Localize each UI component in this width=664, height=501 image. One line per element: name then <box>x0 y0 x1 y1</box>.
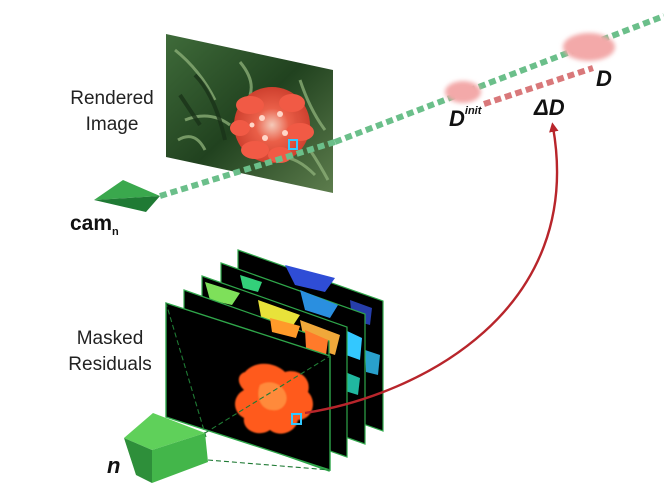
masked-residuals-label-line2: Residuals <box>68 354 152 375</box>
camera-ray <box>159 13 664 199</box>
flower-residual <box>235 363 313 434</box>
rendered-image <box>166 34 333 193</box>
delta-d-label: ΔD <box>534 95 565 120</box>
d-init-label-text: D <box>449 106 465 131</box>
n-label: n <box>107 453 121 478</box>
frustum-lines <box>165 302 331 471</box>
masked-residuals-label: Masked Residuals <box>56 326 164 378</box>
camera-label-subscript: n <box>112 226 119 239</box>
rendered-image-label-line2: Image <box>85 114 139 135</box>
camera-label-text: cam <box>70 212 113 235</box>
rendered-image-label-line1: Rendered <box>70 88 154 109</box>
d-blob <box>563 33 615 61</box>
d-label: D <box>596 66 612 91</box>
delta-d-segment <box>483 65 594 107</box>
update-arrow <box>304 122 559 415</box>
d-init-label: Dinit <box>449 104 482 132</box>
flower-photo <box>230 87 314 163</box>
patch-marker-residual-icon <box>291 413 302 425</box>
rendered-image-label: Rendered Image <box>60 86 164 138</box>
d-init-label-superscript: init <box>464 104 482 117</box>
camera-pyramid-icon <box>94 180 160 212</box>
residual-frame-front <box>165 302 331 471</box>
camera-label: camn <box>70 212 119 238</box>
d-init-blob <box>445 81 481 103</box>
camera-frustum-icon <box>124 413 208 483</box>
masked-residuals-label-line1: Masked <box>76 328 144 349</box>
patch-marker-icon <box>288 139 298 150</box>
